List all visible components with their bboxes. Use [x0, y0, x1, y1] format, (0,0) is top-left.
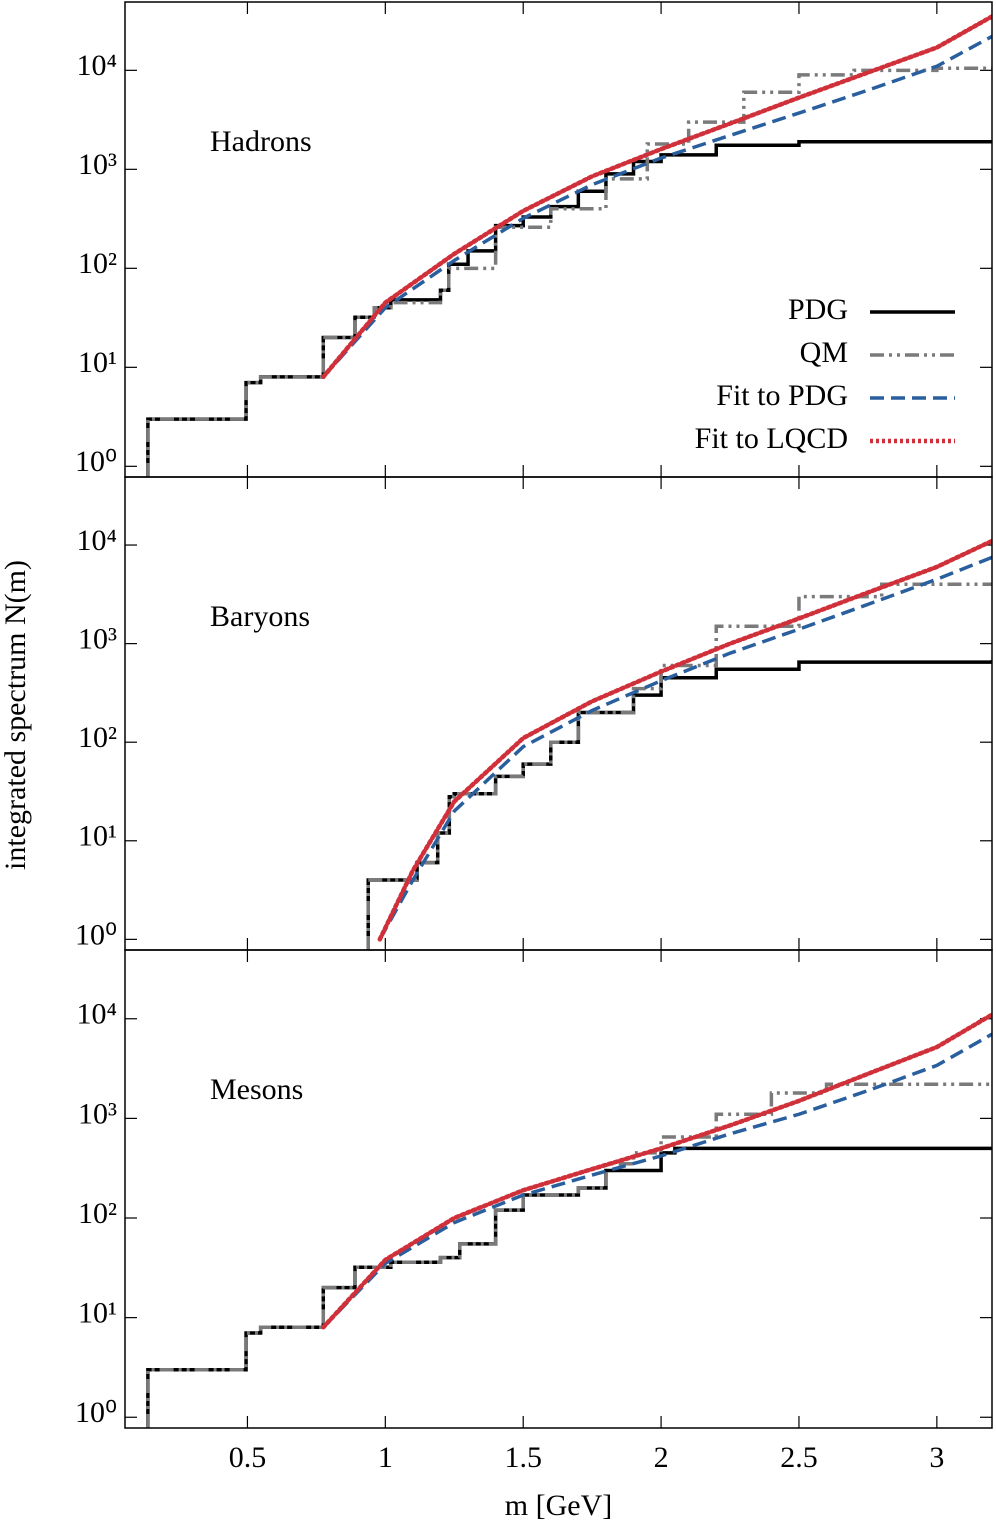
panel: 10⁰ 10¹ 10² 10³ 10⁴ 0.5 1 1.5 2 2.5 3 Mesons m [GeV] [75, 949, 993, 1522]
y-tick-label: 10³ [78, 1097, 117, 1130]
panel: 10⁰ 10¹ 10² 10³ 10⁴ Baryons integrated spectru… [0, 476, 993, 951]
series-line [321, 34, 992, 379]
y-tick-label: 10² [78, 247, 117, 280]
axes-frame [124, 476, 993, 951]
x-tick-label: 2 [654, 1441, 669, 1474]
y-tick-label: 10⁴ [77, 524, 117, 557]
legend-label: Fit to LQCD [695, 422, 848, 455]
y-tick-label: 10² [78, 1197, 117, 1230]
legend-label: Fit to PDG [716, 379, 848, 412]
series-line [378, 555, 992, 941]
series-line [322, 1032, 992, 1329]
y-tick-label: 10⁴ [77, 998, 117, 1031]
y-tick-label: 10¹ [78, 820, 117, 853]
x-tick-label: 3 [929, 1441, 944, 1474]
panel: 10⁰ 10¹ 10² 10³ 10⁴ Hadrons PDG QM Fit to PDG Fit… [75, 1, 993, 478]
y-tick-label: 10¹ [78, 346, 117, 379]
legend-label: QM [800, 336, 848, 369]
x-tick-label: 2.5 [780, 1441, 818, 1474]
series-line [377, 538, 992, 942]
y-tick-label: 10⁰ [75, 445, 117, 478]
legend-label: PDG [788, 293, 848, 326]
y-tick-label: 10⁰ [75, 1396, 117, 1429]
series-line [321, 1012, 992, 1330]
panel-label: Baryons [210, 600, 310, 633]
x-tick-label: 0.5 [229, 1441, 267, 1474]
y-tick-label: 10³ [78, 623, 117, 656]
series-line [146, 66, 992, 477]
series-line [146, 139, 992, 477]
axes-frame [124, 949, 993, 1429]
series-line [321, 14, 992, 380]
y-tick-label: 10¹ [78, 1297, 117, 1330]
series-line [366, 582, 992, 950]
y-tick-label: 10³ [78, 148, 117, 181]
series-line [146, 1146, 992, 1428]
series-line [146, 1082, 992, 1428]
y-tick-label: 10⁰ [75, 918, 117, 951]
y-tick-label: 10⁴ [77, 49, 117, 82]
panel-label: Hadrons [210, 125, 312, 158]
x-tick-label: 1 [378, 1441, 393, 1474]
y-tick-label: 10² [78, 721, 117, 754]
panel-label: Mesons [210, 1073, 303, 1106]
x-tick-label: 1.5 [504, 1441, 542, 1474]
x-axis-label: m [GeV] [505, 1489, 612, 1522]
y-axis-label: integrated spectrum N(m) [0, 560, 32, 870]
